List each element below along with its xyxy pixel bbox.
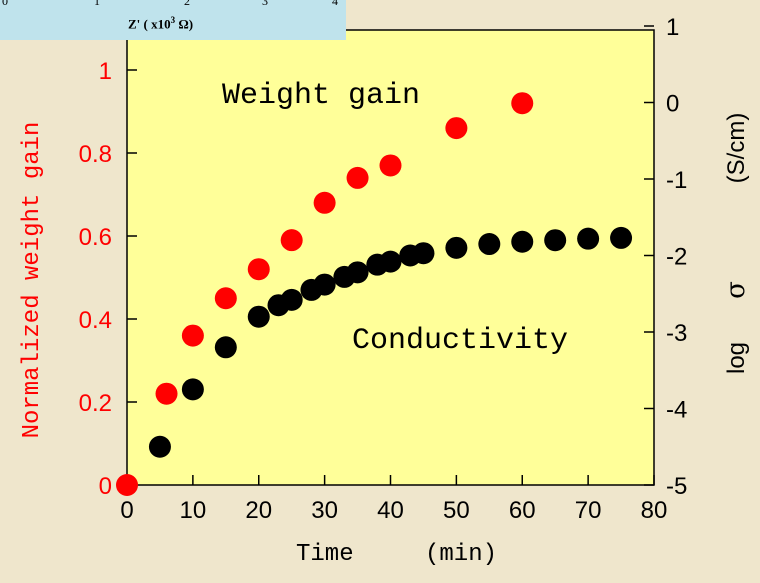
- inset-x-label-suffix: Ω): [175, 16, 194, 32]
- right-axis-tick-label: -3: [666, 320, 687, 347]
- right-axis-label-unit: (S/cm): [723, 113, 750, 184]
- weight-gain-point: [346, 166, 369, 189]
- weight-gain-point: [445, 117, 468, 140]
- inset-x-label-exponent: 3: [170, 15, 176, 25]
- weight-gain-point: [181, 324, 204, 347]
- inset-tick-label: 0: [2, 0, 8, 8]
- left-axis-tick-label: 0: [99, 473, 112, 500]
- right-axis-tick-label: -4: [666, 397, 687, 424]
- right-axis-tick-label: -1: [666, 167, 687, 194]
- x-axis-tick-label: 0: [120, 497, 133, 524]
- right-axis-label-sigma: σ: [721, 281, 751, 299]
- right-axis-label-log: log: [723, 342, 750, 374]
- left-axis-tick-label: 1: [99, 58, 112, 85]
- x-axis-label-time: Time: [296, 541, 354, 568]
- x-axis-tick-label: 70: [575, 497, 602, 524]
- x-axis-tick-label: 40: [377, 497, 404, 524]
- weight-gain-point: [214, 287, 237, 310]
- conductivity-point: [511, 230, 534, 253]
- conductivity-point: [346, 261, 369, 284]
- conductivity-point: [379, 250, 402, 273]
- inset-x-label-prefix: Z' ( x10: [128, 16, 171, 32]
- x-axis-tick-label: 20: [245, 497, 272, 524]
- left-axis-tick-label: 0.8: [79, 141, 112, 168]
- inset-panel: 0 1 2 3 4 Z' ( x103 Ω): [0, 0, 346, 40]
- inset-tick-label: 3: [262, 0, 268, 8]
- conductivity-point: [214, 336, 237, 359]
- weight-gain-point: [313, 191, 336, 214]
- weight-gain-point: [155, 382, 178, 405]
- x-axis-label-unit: (min): [425, 541, 497, 568]
- right-axis-tick-label: 0: [666, 91, 679, 118]
- conductivity-point: [412, 242, 435, 265]
- x-axis-tick-label: 30: [311, 497, 338, 524]
- conductivity-point: [181, 378, 204, 401]
- x-axis-tick-label: 80: [641, 497, 668, 524]
- left-axis-tick-label: 0.4: [79, 307, 112, 334]
- inset-tick-label: 2: [184, 0, 190, 8]
- weight-gain-point: [247, 258, 270, 281]
- conductivity-point: [544, 229, 567, 252]
- left-axis-label: Normalized weight gain: [19, 122, 46, 439]
- weight-gain-point: [379, 154, 402, 177]
- conductivity-point: [577, 227, 600, 250]
- conductivity-point: [478, 233, 501, 256]
- left-axis-tick-label: 0.6: [79, 224, 112, 251]
- x-axis-tick-label: 50: [443, 497, 470, 524]
- inset-tick-label: 1: [94, 0, 100, 8]
- conductivity-point: [313, 273, 336, 296]
- series-label-weight-gain: Weight gain: [222, 79, 420, 113]
- inset-x-axis-label: Z' ( x103 Ω): [128, 15, 193, 32]
- weight-gain-point: [116, 474, 138, 496]
- conductivity-point: [280, 288, 303, 311]
- weight-gain-point: [280, 229, 303, 252]
- conductivity-point: [445, 236, 468, 259]
- conductivity-point: [148, 435, 171, 458]
- right-axis-tick-label: -5: [666, 473, 687, 500]
- inset-tick-row: 0 1 2 3 4: [0, 0, 346, 8]
- conductivity-point: [610, 226, 633, 249]
- right-axis-tick-label: -2: [666, 244, 687, 271]
- right-axis-tick-label: 1: [666, 14, 679, 41]
- weight-gain-point: [511, 92, 534, 115]
- x-axis-tick-label: 60: [509, 497, 536, 524]
- x-axis-tick-label: 10: [180, 497, 207, 524]
- conductivity-point: [247, 305, 270, 328]
- series-label-conductivity: Conductivity: [352, 324, 568, 358]
- left-axis-tick-label: 0.2: [79, 390, 112, 417]
- inset-tick-label: 4: [332, 0, 338, 8]
